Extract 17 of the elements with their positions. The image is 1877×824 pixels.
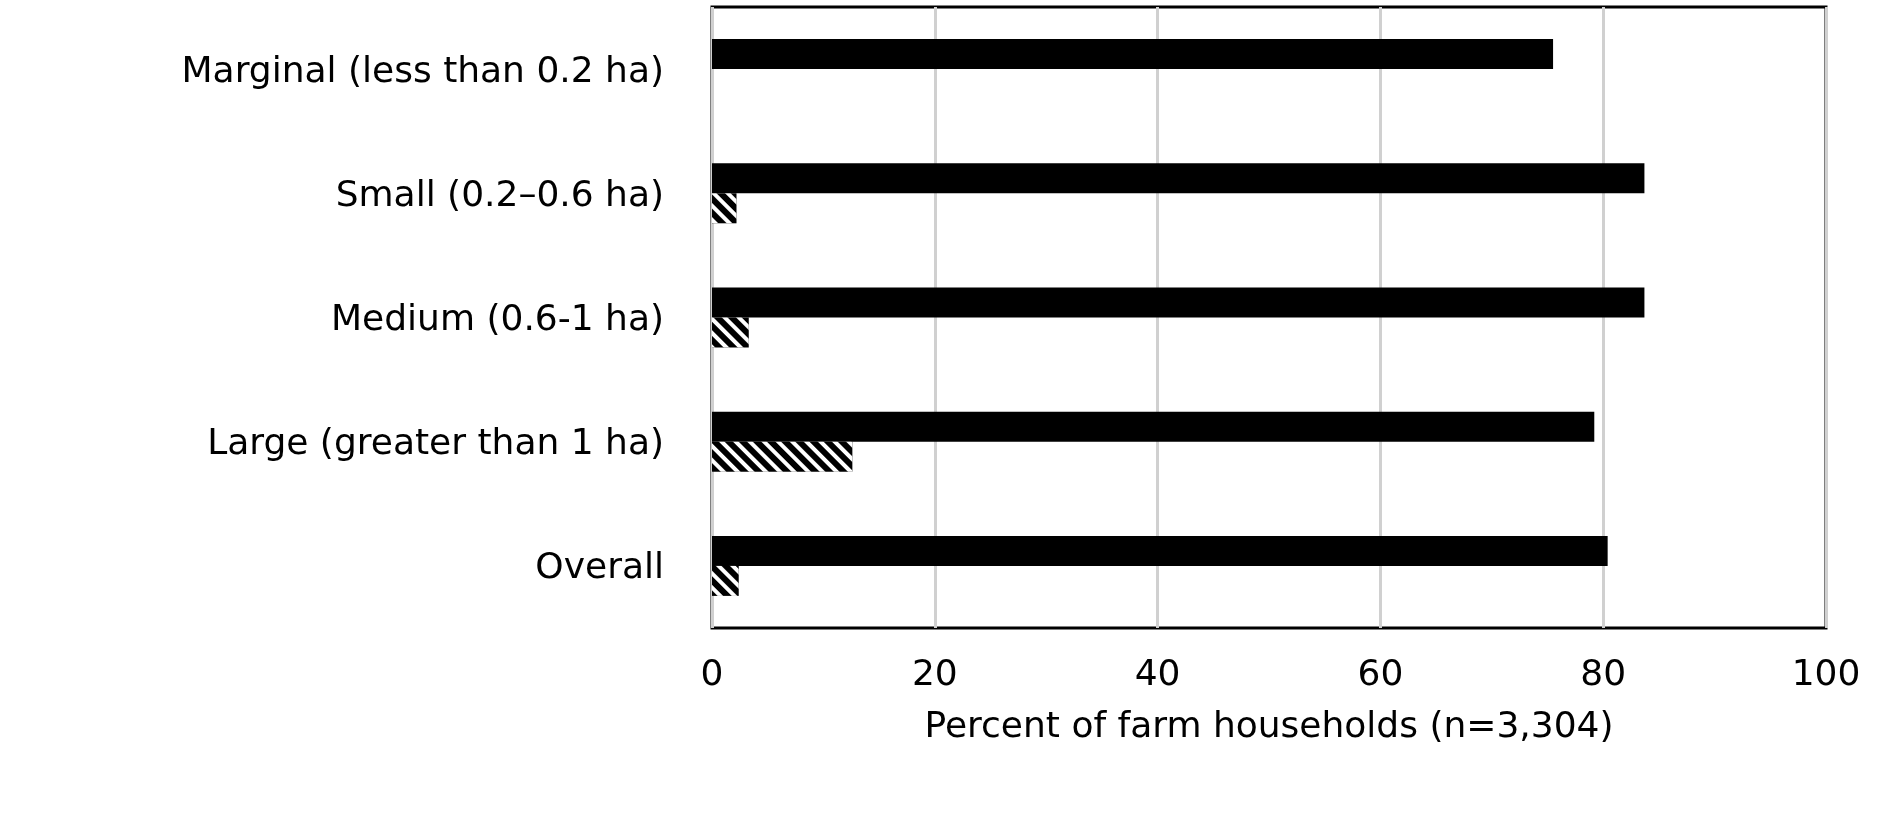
x-tick-label: 0 xyxy=(700,651,724,693)
x-tick-label: 100 xyxy=(1791,651,1861,693)
bar xyxy=(712,163,1645,194)
bar xyxy=(712,287,1645,318)
x-axis-title: Percent of farm households (n=3,304) xyxy=(924,703,1614,745)
y-tick-label: Medium (0.6-1 ha) xyxy=(331,297,664,338)
x-tick-label: 60 xyxy=(1357,651,1404,693)
y-tick-label: Overall xyxy=(535,545,664,587)
bar xyxy=(712,535,1608,566)
y-tick-label: Small (0.2–0.6 ha) xyxy=(335,172,664,214)
x-tick-label: 80 xyxy=(1580,651,1627,693)
bar xyxy=(712,39,1554,70)
y-tick-label: Marginal (less than 0.2 ha) xyxy=(181,48,664,90)
bar xyxy=(712,411,1595,442)
x-tick-label: 20 xyxy=(911,651,958,693)
x-tick-label: 40 xyxy=(1134,651,1181,693)
y-tick-label: Large (greater than 1 ha) xyxy=(207,421,664,463)
